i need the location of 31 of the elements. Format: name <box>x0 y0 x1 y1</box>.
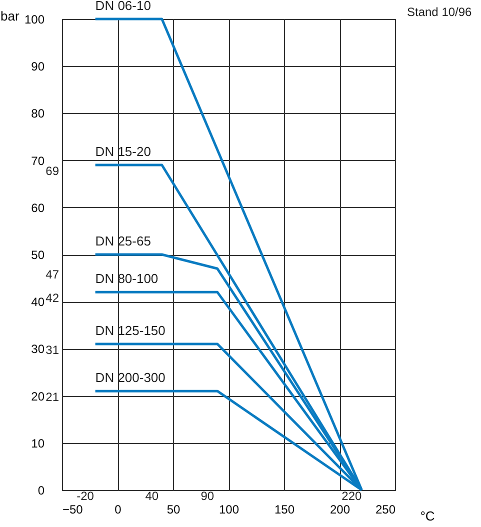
text: 21 <box>46 390 60 404</box>
text: Stand 10/96 <box>407 5 472 19</box>
y-tick-label: 20 <box>31 389 45 404</box>
x-tick-label: −50 <box>62 502 84 516</box>
annotation: 90 <box>200 489 214 503</box>
x-tick-label: 200 <box>330 502 350 516</box>
text: 42 <box>46 291 60 306</box>
annotation: 220 <box>342 489 362 503</box>
annotation: 40 <box>145 489 159 503</box>
y-tick-label: 90 <box>31 60 45 74</box>
text: 47 <box>46 268 60 282</box>
x-tick-label: 150 <box>274 502 295 516</box>
x-axis-title: °C <box>420 508 435 524</box>
y-tick-label: 50 <box>31 248 45 262</box>
text: 31 <box>46 342 60 357</box>
text: 69 <box>46 164 60 178</box>
x-tick-label: 100 <box>218 502 240 516</box>
y-axis-title: bar <box>0 8 20 24</box>
x-tick-label: 250 <box>375 502 396 516</box>
y-tick-label: 0 <box>38 484 45 498</box>
series-label: DN 06-10 <box>95 0 151 13</box>
x-tick-label: 0 <box>114 502 122 516</box>
y-tick-label: 100 <box>24 12 45 26</box>
y-tick-label: 40 <box>31 295 45 310</box>
annotation: -20 <box>76 489 94 503</box>
y-tick-label: 60 <box>31 200 45 215</box>
y-tick-label: 80 <box>31 106 45 121</box>
y-tick-label: 70 <box>31 154 45 168</box>
x-tick-label: 50 <box>166 502 180 516</box>
y-tick-label: 30 <box>31 342 45 356</box>
y-tick-label: 10 <box>31 436 45 450</box>
